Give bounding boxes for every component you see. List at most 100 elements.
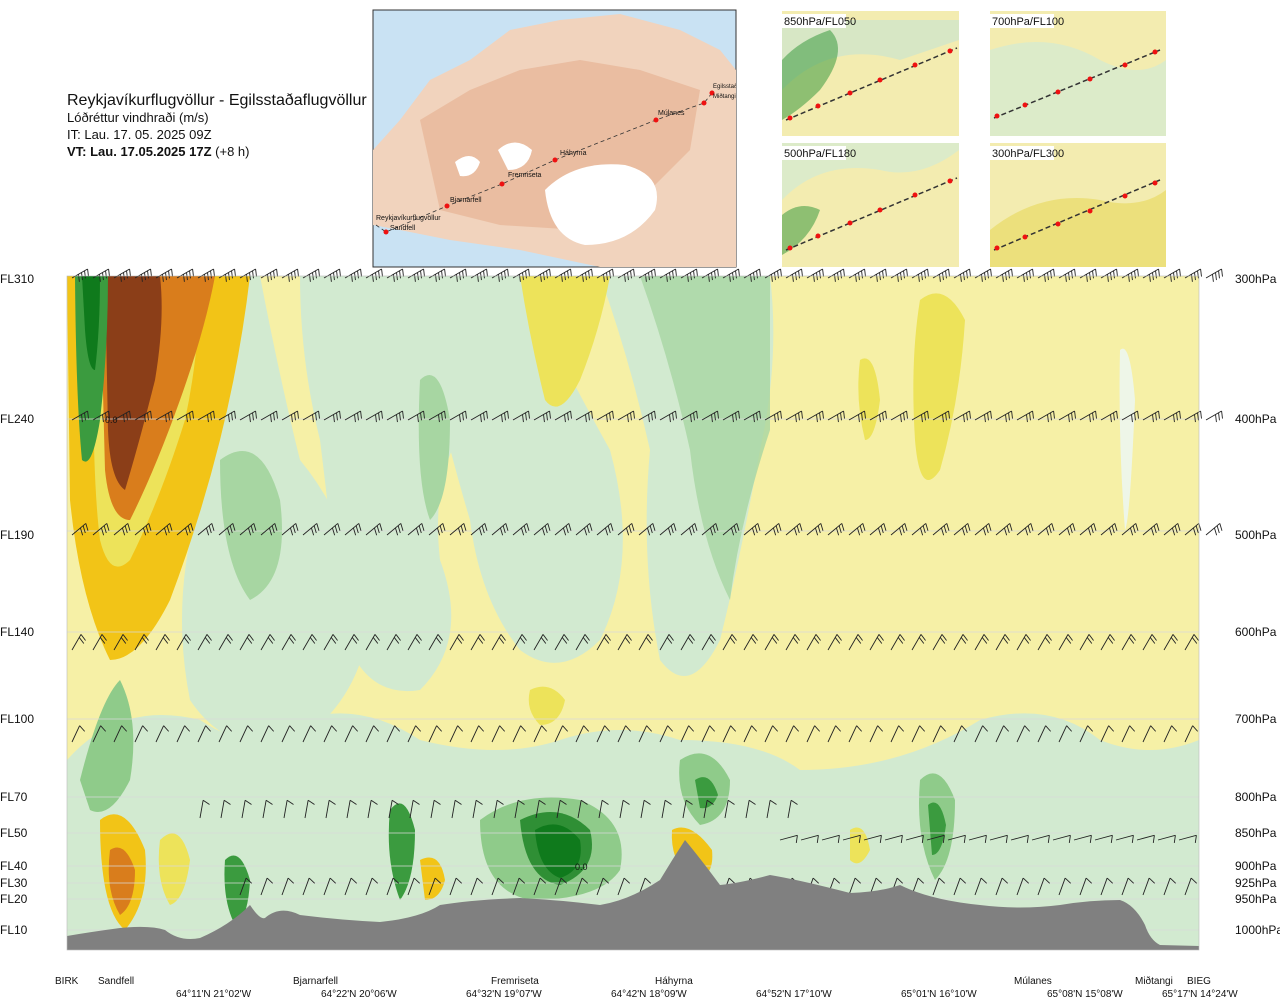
wind-barb: [863, 834, 882, 843]
map-station-reykjavik: Reykjavíkurflugvöllur: [376, 215, 441, 222]
wind-barb: [533, 410, 551, 423]
route-location-label: Sandfell: [98, 976, 134, 987]
wind-barb: [926, 834, 945, 843]
wind-barb: [995, 268, 1013, 282]
wind-barb: [884, 834, 903, 843]
wind-barb: [806, 523, 824, 536]
route-location-label: Fremriseta: [491, 976, 539, 987]
wind-barb: [617, 523, 635, 536]
wind-barb: [554, 268, 572, 282]
wind-barb: [1031, 834, 1050, 843]
wind-barb: [1016, 634, 1031, 651]
panel-300: 300hPa/FL300: [990, 143, 1166, 267]
wind-barb: [491, 410, 509, 423]
wind-barb: [512, 523, 530, 536]
wind-barb: [722, 725, 737, 743]
wind-barb: [1037, 725, 1052, 743]
wind-barb: [890, 410, 908, 423]
wind-barb: [890, 523, 908, 536]
wind-barb: [577, 799, 588, 819]
wind-barb: [1178, 834, 1197, 843]
wind-barb: [533, 877, 547, 896]
fl-tick-label: FL310: [0, 272, 34, 286]
wind-barb: [323, 725, 338, 743]
wind-barb: [638, 523, 656, 536]
wind-barb: [1184, 877, 1198, 896]
coordinate-label: 64°42'N 18°09'W: [611, 989, 687, 1000]
coordinate-label: 64°11'N 21°02'W: [176, 989, 252, 1000]
route-location-label: Bjarnarfell: [293, 976, 338, 987]
wind-barb: [1079, 410, 1097, 423]
wind-barb: [430, 799, 441, 819]
wind-barb: [764, 523, 782, 536]
wind-barb: [995, 725, 1010, 743]
wind-barb: [241, 799, 252, 819]
wind-barb: [302, 634, 317, 651]
wind-barb: [176, 725, 191, 743]
wind-barb: [428, 634, 443, 651]
wind-barb: [1016, 725, 1031, 743]
wind-barb: [1205, 410, 1223, 423]
wind-barb: [449, 410, 467, 423]
wind-barb: [911, 523, 929, 536]
wind-barb: [745, 799, 756, 819]
wind-barb: [134, 410, 152, 423]
wind-barb: [449, 877, 463, 896]
wind-barb: [701, 725, 716, 743]
wind-barb: [1037, 523, 1055, 536]
wind-barb: [554, 523, 572, 536]
wind-barb: [787, 799, 798, 819]
wind-barb: [197, 268, 215, 282]
wind-barb: [701, 523, 719, 536]
wind-barb: [491, 877, 505, 896]
wind-barb: [323, 410, 341, 423]
wind-barb: [1142, 725, 1157, 743]
wind-barb: [1058, 523, 1076, 536]
wind-barb: [661, 799, 672, 819]
wind-barb: [806, 268, 824, 282]
wind-barb: [724, 799, 735, 819]
wind-barb: [869, 268, 887, 282]
wind-barb: [218, 410, 236, 423]
wind-barb: [323, 268, 341, 282]
wind-barb: [785, 725, 800, 743]
wind-barb: [1073, 834, 1092, 843]
wind-barb: [890, 634, 905, 651]
wind-barb: [1010, 834, 1029, 843]
wind-barb: [932, 634, 947, 651]
wind-barb: [596, 634, 611, 651]
wind-barb: [1142, 877, 1156, 896]
wind-barb: [470, 410, 488, 423]
wind-barb: [1142, 634, 1157, 651]
panel-850-label: 850hPa/FL050: [784, 16, 856, 28]
wind-barb: [302, 410, 320, 423]
fl-tick-label: FL140: [0, 625, 34, 639]
wind-barb: [848, 634, 863, 651]
wind-barb: [344, 410, 362, 423]
fl-tick-label: FL100: [0, 712, 34, 726]
pressure-axis: 300hPa 400hPa 500hPa 600hPa 700hPa 800hPa 850h…: [1235, 272, 1280, 937]
wind-barb: [533, 523, 551, 536]
wind-barb: [554, 725, 569, 743]
fl-tick-label: FL40: [0, 859, 28, 873]
wind-barb: [71, 523, 89, 536]
wind-barb: [764, 410, 782, 423]
wind-barb: [974, 634, 989, 651]
issue-time: IT: Lau. 17. 05. 2025 09Z: [67, 127, 212, 142]
wind-barb: [512, 634, 527, 651]
wind-barb: [262, 799, 273, 819]
wind-barb: [344, 877, 358, 896]
wind-barb: [785, 634, 800, 651]
wind-barb: [1163, 725, 1178, 743]
wind-barb: [386, 634, 401, 651]
wind-barb: [470, 268, 488, 282]
wind-barb: [281, 725, 296, 743]
wind-barb: [388, 799, 399, 819]
wind-barb: [220, 799, 231, 819]
wind-barb: [323, 877, 337, 896]
wind-barb: [659, 725, 674, 743]
wind-barb: [785, 410, 803, 423]
wind-barb: [638, 410, 656, 423]
cross-section-plot: 0.0 0.0: [66, 268, 1223, 951]
wind-barb: [764, 725, 779, 743]
